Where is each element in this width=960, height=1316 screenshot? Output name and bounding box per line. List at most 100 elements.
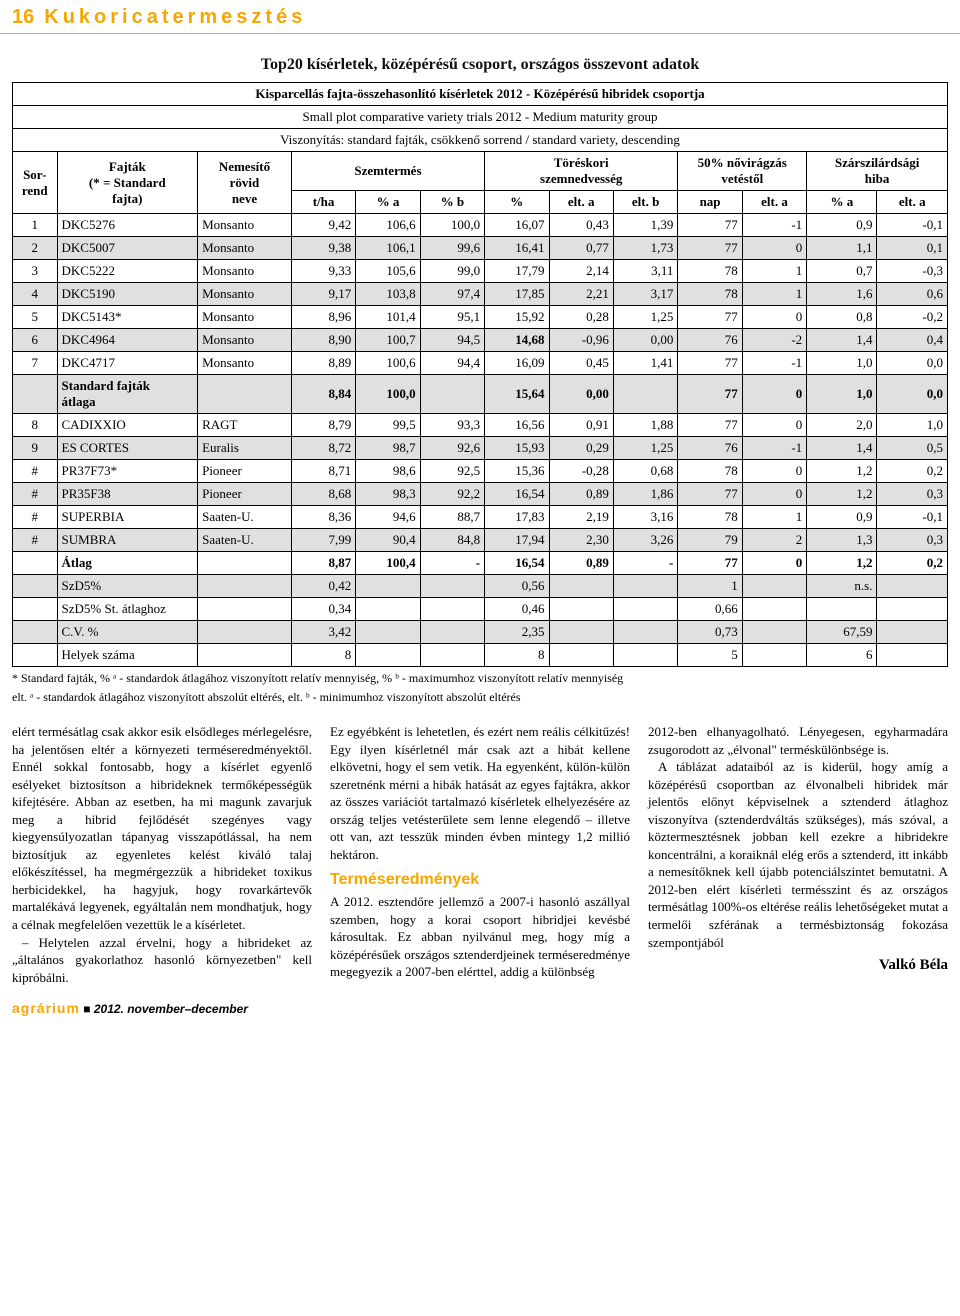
table-row: 3DKC5222Monsanto9,33105,699,017,792,143,… xyxy=(13,260,948,283)
cell-value xyxy=(549,575,613,598)
cell-rank: 7 xyxy=(13,352,58,375)
cell-value: 8,72 xyxy=(291,437,355,460)
subheading: Terméseredmények xyxy=(330,869,630,891)
cell-value: -0,3 xyxy=(877,260,948,283)
cell-breeder: Pioneer xyxy=(198,483,292,506)
cell-value: 0,4 xyxy=(877,329,948,352)
cell-value xyxy=(420,598,484,621)
cell-value: 0,6 xyxy=(877,283,948,306)
cell-rank: # xyxy=(13,529,58,552)
cell-value: 78 xyxy=(678,460,742,483)
cell-value: 2,19 xyxy=(549,506,613,529)
sub-elta3: elt. a xyxy=(877,191,948,214)
sub-pa: % a xyxy=(356,191,420,214)
cell-value: 0,77 xyxy=(549,237,613,260)
cell-value: 17,79 xyxy=(485,260,549,283)
cell-variety: Helyek száma xyxy=(57,644,198,667)
cell-variety: SzD5% xyxy=(57,575,198,598)
cell-value: 77 xyxy=(678,237,742,260)
cell-value: 0,89 xyxy=(549,552,613,575)
cell-value: 98,7 xyxy=(356,437,420,460)
cell-value: 77 xyxy=(678,214,742,237)
cell-value: 0,2 xyxy=(877,460,948,483)
table-row: Helyek száma8856 xyxy=(13,644,948,667)
cell-value: 1,88 xyxy=(613,414,677,437)
cell-value: 98,6 xyxy=(356,460,420,483)
cell-value: 9,38 xyxy=(291,237,355,260)
cell-value xyxy=(420,621,484,644)
col-szemtermes: Szemtermés xyxy=(291,152,484,191)
cell-rank: # xyxy=(13,483,58,506)
cell-value xyxy=(742,575,806,598)
cell-value: 0 xyxy=(742,414,806,437)
cell-rank: # xyxy=(13,460,58,483)
cell-value: 0,45 xyxy=(549,352,613,375)
cell-breeder xyxy=(198,621,292,644)
cell-value: 8 xyxy=(291,644,355,667)
cell-value xyxy=(420,375,484,414)
caption-row-2: Small plot comparative variety trials 20… xyxy=(13,106,948,129)
cell-value: 17,94 xyxy=(485,529,549,552)
cell-variety: C.V. % xyxy=(57,621,198,644)
cell-value: 88,7 xyxy=(420,506,484,529)
cell-value: 100,4 xyxy=(356,552,420,575)
cell-value: 15,92 xyxy=(485,306,549,329)
cell-value: 2,14 xyxy=(549,260,613,283)
page-number: 16 xyxy=(12,6,34,29)
footer-issue: 2012. november–december xyxy=(94,1002,248,1016)
article-body: elért termésátlag csak akkor esik elsődl… xyxy=(12,723,948,986)
cell-value: 76 xyxy=(678,437,742,460)
table-row: Átlag8,87100,4-16,540,89-7701,20,2 xyxy=(13,552,948,575)
cell-value: 77 xyxy=(678,352,742,375)
cell-value: 77 xyxy=(678,552,742,575)
cell-value: 1,1 xyxy=(807,237,877,260)
cell-value xyxy=(613,644,677,667)
cell-value: 3,11 xyxy=(613,260,677,283)
cell-value: 93,3 xyxy=(420,414,484,437)
footnote-2: elt. ᵃ - standardok átlagához viszonyíto… xyxy=(12,690,948,705)
cell-value: 5 xyxy=(678,644,742,667)
cell-value xyxy=(742,644,806,667)
cell-breeder: Monsanto xyxy=(198,214,292,237)
cell-value: 94,5 xyxy=(420,329,484,352)
table-row: C.V. %3,422,350,7367,59 xyxy=(13,621,948,644)
cell-variety: DKC5143* xyxy=(57,306,198,329)
cell-value: 16,56 xyxy=(485,414,549,437)
col-nemesito: Nemesítőrövidneve xyxy=(198,152,292,214)
cell-value: 3,17 xyxy=(613,283,677,306)
sub-pa2: % a xyxy=(807,191,877,214)
cell-value: 0,2 xyxy=(877,552,948,575)
cell-value: 0,73 xyxy=(678,621,742,644)
cell-value: 84,8 xyxy=(420,529,484,552)
table-row: #SUMBRASaaten-U.7,9990,484,817,942,303,2… xyxy=(13,529,948,552)
cell-value: 0,0 xyxy=(877,375,948,414)
cell-value: 1 xyxy=(742,260,806,283)
cell-value: 8,79 xyxy=(291,414,355,437)
cell-variety: PR37F73* xyxy=(57,460,198,483)
cell-variety: Átlag xyxy=(57,552,198,575)
cell-value: -1 xyxy=(742,437,806,460)
cell-value: 0,34 xyxy=(291,598,355,621)
cell-value: 1,2 xyxy=(807,460,877,483)
cell-value: 97,4 xyxy=(420,283,484,306)
cell-value: -0,1 xyxy=(877,506,948,529)
cell-rank: 4 xyxy=(13,283,58,306)
cell-value: 8,89 xyxy=(291,352,355,375)
cell-variety: SzD5% St. átlaghoz xyxy=(57,598,198,621)
cell-value: 17,85 xyxy=(485,283,549,306)
cell-value: 1 xyxy=(678,575,742,598)
cell-rank: 8 xyxy=(13,414,58,437)
caption-row-1: Kisparcellás fajta-összehasonlító kísérl… xyxy=(13,83,948,106)
cell-value: 2,30 xyxy=(549,529,613,552)
cell-value: 16,41 xyxy=(485,237,549,260)
cell-value: 92,5 xyxy=(420,460,484,483)
cell-value: 0 xyxy=(742,306,806,329)
cell-value: 16,54 xyxy=(485,483,549,506)
cell-value: 0 xyxy=(742,460,806,483)
cell-value xyxy=(549,621,613,644)
footer-brand: agrárium xyxy=(12,1000,80,1016)
col-sorrend: Sor-rend xyxy=(13,152,58,214)
table-row: 5DKC5143*Monsanto8,96101,495,115,920,281… xyxy=(13,306,948,329)
cell-value: 8 xyxy=(485,644,549,667)
footnote-1: * Standard fajták, % ᵃ - standardok átla… xyxy=(12,671,948,686)
